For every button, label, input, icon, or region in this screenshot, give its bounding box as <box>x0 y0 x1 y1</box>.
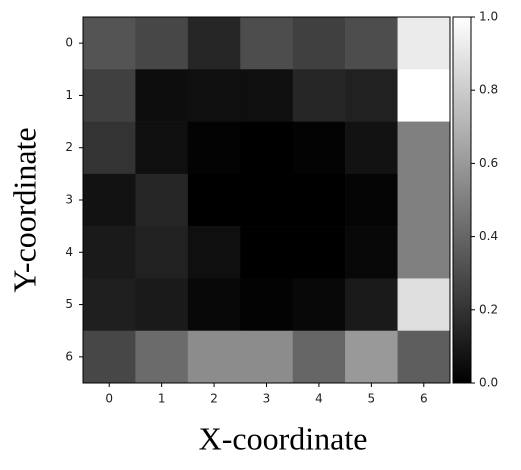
heatmap-cell <box>292 17 346 70</box>
heatmap-cell <box>240 173 294 227</box>
x-tick-label: 2 <box>210 392 218 406</box>
colorbar-tick-label: 0.0 <box>479 376 498 390</box>
heatmap-cell <box>240 69 294 122</box>
y-tick-label: 3 <box>65 193 73 207</box>
heatmap-cell <box>187 17 241 70</box>
heatmap-cell <box>397 278 451 332</box>
x-tick-label: 6 <box>420 392 428 406</box>
x-tick-label: 3 <box>263 392 271 406</box>
heatmap-cell <box>187 173 241 227</box>
heatmap-cell <box>240 17 294 70</box>
x-tick-label: 4 <box>315 392 323 406</box>
heatmap-cell <box>345 17 398 70</box>
x-tick-label: 1 <box>158 392 166 406</box>
heatmap-cell <box>345 330 398 384</box>
heatmap-cell <box>135 330 189 384</box>
heatmap-cell <box>240 330 294 384</box>
heatmap-cell <box>187 330 241 384</box>
colorbar-tick-label: 0.2 <box>479 302 498 316</box>
heatmap-cell <box>345 121 398 175</box>
colorbar-tick-label: 0.8 <box>479 83 498 97</box>
heatmap-cell <box>292 330 346 384</box>
colorbar-tick-label: 1.0 <box>479 10 498 24</box>
y-tick-label: 2 <box>65 140 73 154</box>
heatmap-cell <box>397 69 451 122</box>
heatmap-cell <box>83 330 136 384</box>
heatmap-cell <box>292 278 346 332</box>
heatmap-cell <box>135 278 189 332</box>
heatmap-cell <box>397 121 451 175</box>
heatmap-cell <box>397 17 451 70</box>
y-tick-label: 0 <box>65 36 73 50</box>
heatmap-cell <box>83 69 136 122</box>
heatmap-cell <box>292 173 346 227</box>
heatmap-cell <box>83 17 136 70</box>
heatmap-cell <box>187 121 241 175</box>
y-tick-label: 6 <box>65 349 73 363</box>
x-axis-title: X-coordinate <box>199 420 368 456</box>
heatmap-cell <box>187 69 241 122</box>
heatmap-cell <box>397 226 451 279</box>
heatmap-cell <box>135 69 189 122</box>
heatmap-cell <box>83 278 136 332</box>
heatmap-cell <box>345 173 398 227</box>
x-tick-label: 0 <box>105 392 113 406</box>
heatmap-cell <box>187 278 241 332</box>
heatmap-cell <box>240 121 294 175</box>
heatmap-cell <box>292 226 346 279</box>
colorbar-tick-label: 0.4 <box>479 229 498 243</box>
heatmap-cell <box>292 69 346 122</box>
heatmap-cell <box>83 121 136 175</box>
heatmap-cell <box>135 226 189 279</box>
heatmap-cell <box>345 278 398 332</box>
heatmap-cell <box>83 226 136 279</box>
y-tick-label: 5 <box>65 297 73 311</box>
colorbar-tick-label: 0.6 <box>479 156 498 170</box>
heatmap-cell <box>135 17 189 70</box>
colorbar <box>452 16 472 384</box>
heatmap-cell <box>345 226 398 279</box>
heatmap-cell <box>345 69 398 122</box>
heatmap-cell <box>397 173 451 227</box>
heatmap-cell <box>292 121 346 175</box>
heatmap-cell <box>240 278 294 332</box>
y-tick-label: 1 <box>65 88 73 102</box>
heatmap-cell <box>135 173 189 227</box>
heatmap-cell <box>397 330 451 384</box>
heatmap-cell <box>187 226 241 279</box>
heatmap-cell <box>135 121 189 175</box>
heatmap-cell <box>240 226 294 279</box>
x-tick-label: 5 <box>368 392 376 406</box>
y-tick-label: 4 <box>65 245 73 259</box>
heatmap-cell <box>83 173 136 227</box>
y-axis-title: Y-coordinate <box>6 127 42 292</box>
